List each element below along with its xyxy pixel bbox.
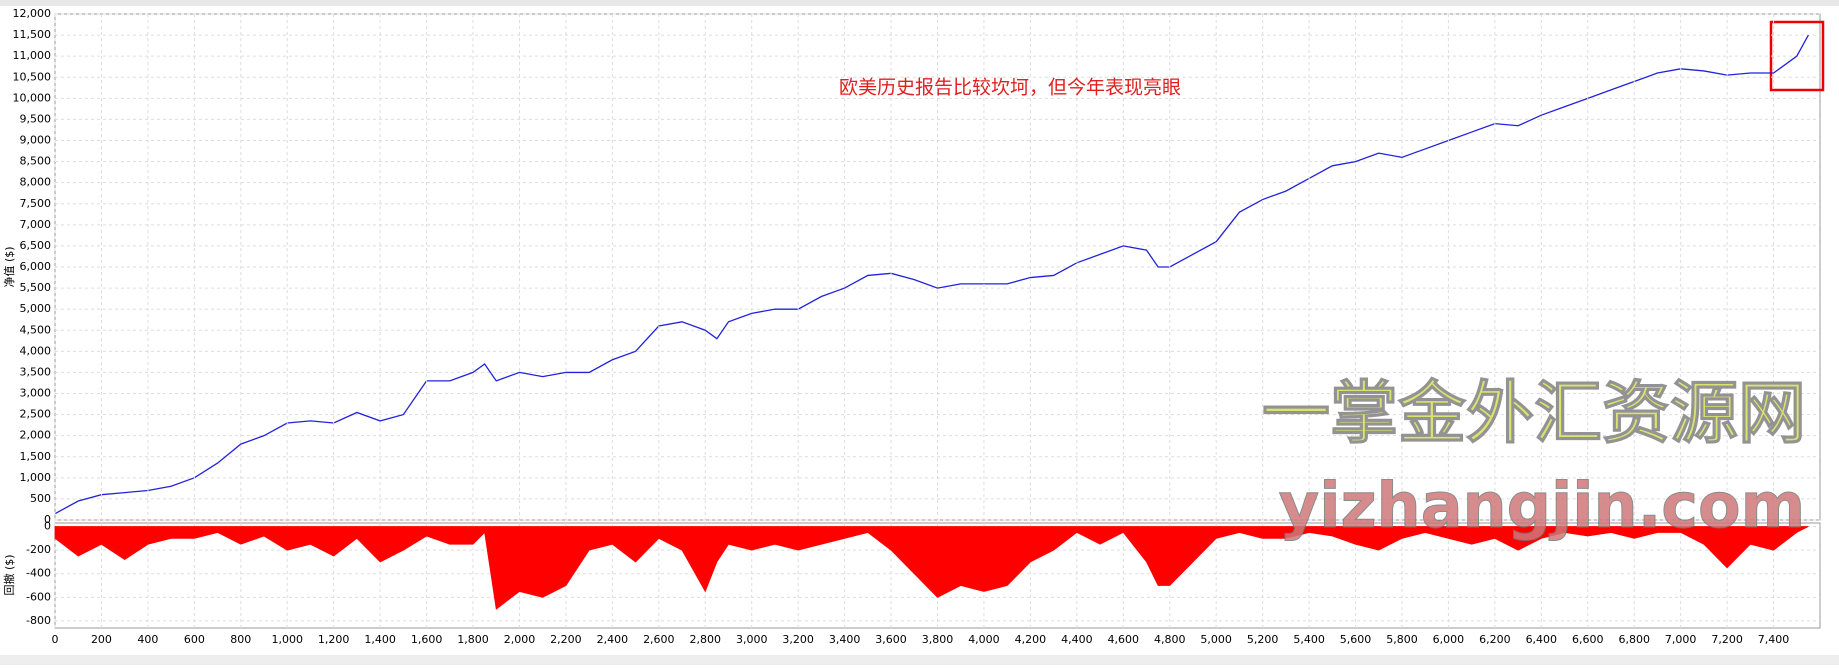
y-tick-label: 5,000 [20, 302, 52, 315]
y-tick-label: -200 [26, 543, 51, 556]
x-tick-label: 6,000 [1433, 633, 1465, 646]
y-tick-label: 500 [30, 492, 51, 505]
x-tick-label: 6,800 [1618, 633, 1650, 646]
drawdown-area [54, 526, 1809, 610]
y-tick-label: 6,000 [20, 260, 52, 273]
x-tick-label: 2,400 [597, 633, 629, 646]
y-tick-label: 9,000 [20, 134, 52, 147]
bottom-bar [0, 655, 1839, 665]
top-tabs [0, 0, 1839, 6]
x-tick-label: 5,000 [1200, 633, 1232, 646]
y-tick-label: 3,000 [20, 387, 52, 400]
y-tick-label: 2,000 [20, 429, 52, 442]
y-tick-label: -800 [26, 614, 51, 627]
x-tick-label: 1,000 [271, 633, 303, 646]
x-tick-label: 2,000 [504, 633, 536, 646]
y-tick-label: 10,500 [13, 70, 52, 83]
x-tick-label: 4,000 [968, 633, 1000, 646]
x-tick-label: 2,800 [690, 633, 722, 646]
x-tick-label: 6,400 [1526, 633, 1558, 646]
x-tick-label: 3,200 [782, 633, 814, 646]
x-tick-label: 3,800 [922, 633, 954, 646]
x-tick-label: 7,400 [1758, 633, 1790, 646]
equity-line [54, 34, 1809, 515]
x-tick-label: 600 [184, 633, 205, 646]
y-tick-label: 0 [44, 513, 51, 526]
y-tick-label: 10,000 [13, 91, 52, 104]
y-tick-label: 8,000 [20, 176, 52, 189]
y-tick-label: 4,500 [20, 323, 52, 336]
x-tick-label: 3,600 [875, 633, 907, 646]
y-tick-label: 0 [44, 520, 51, 533]
watermark-url: yizhangjin.com [1279, 469, 1805, 542]
x-tick-label: 3,000 [736, 633, 768, 646]
x-tick-label: 800 [230, 633, 251, 646]
x-tick-label: 2,200 [550, 633, 582, 646]
y-tick-label: 2,500 [20, 408, 52, 421]
y-tick-label: 11,500 [13, 28, 52, 41]
x-tick-label: 5,200 [1247, 633, 1279, 646]
y-tick-label: -600 [26, 590, 51, 603]
y-tick-label: 8,500 [20, 155, 52, 168]
x-tick-label: 2,600 [643, 633, 675, 646]
y-tick-label: 1,500 [20, 450, 52, 463]
y-tick-label: 1,000 [20, 471, 52, 484]
x-tick-label: 6,600 [1572, 633, 1604, 646]
watermark: 一掌金外汇资源网 [1262, 375, 1806, 454]
y-tick-label: -400 [26, 567, 51, 580]
x-tick-label: 7,200 [1711, 633, 1743, 646]
x-tick-label: 4,200 [1015, 633, 1047, 646]
y-tick-label: 4,000 [20, 344, 52, 357]
y-tick-label: 7,500 [20, 197, 52, 210]
y-tick-label: 12,000 [13, 7, 52, 20]
x-tick-label: 4,800 [1154, 633, 1186, 646]
x-tick-label: 0 [52, 633, 59, 646]
x-tick-label: 400 [137, 633, 158, 646]
x-tick-label: 5,800 [1386, 633, 1418, 646]
x-tick-label: 7,000 [1665, 633, 1697, 646]
y-tick-label: 7,000 [20, 218, 52, 231]
x-tick-label: 1,200 [318, 633, 350, 646]
y-axis-label: 回撤 ($) [2, 554, 16, 595]
x-tick-label: 5,400 [1293, 633, 1325, 646]
y-tick-label: 11,000 [13, 49, 52, 62]
x-tick-label: 1,800 [457, 633, 489, 646]
annotation: 欧美历史报告比较坎坷，但今年表现亮眼 [839, 77, 1181, 99]
x-tick-label: 6,200 [1479, 633, 1511, 646]
x-tick-label: 1,400 [364, 633, 396, 646]
x-tick-label: 5,600 [1340, 633, 1372, 646]
x-tick-label: 200 [91, 633, 112, 646]
x-tick-label: 4,600 [1108, 633, 1140, 646]
x-tick-label: 4,400 [1061, 633, 1093, 646]
y-tick-label: 6,500 [20, 239, 52, 252]
y-tick-label: 3,500 [20, 365, 52, 378]
x-tick-label: 3,400 [829, 633, 861, 646]
y-tick-label: 5,500 [20, 281, 52, 294]
y-axis-label: 净值 ($) [2, 246, 16, 287]
y-tick-label: 9,500 [20, 112, 52, 125]
x-tick-label: 1,600 [411, 633, 443, 646]
